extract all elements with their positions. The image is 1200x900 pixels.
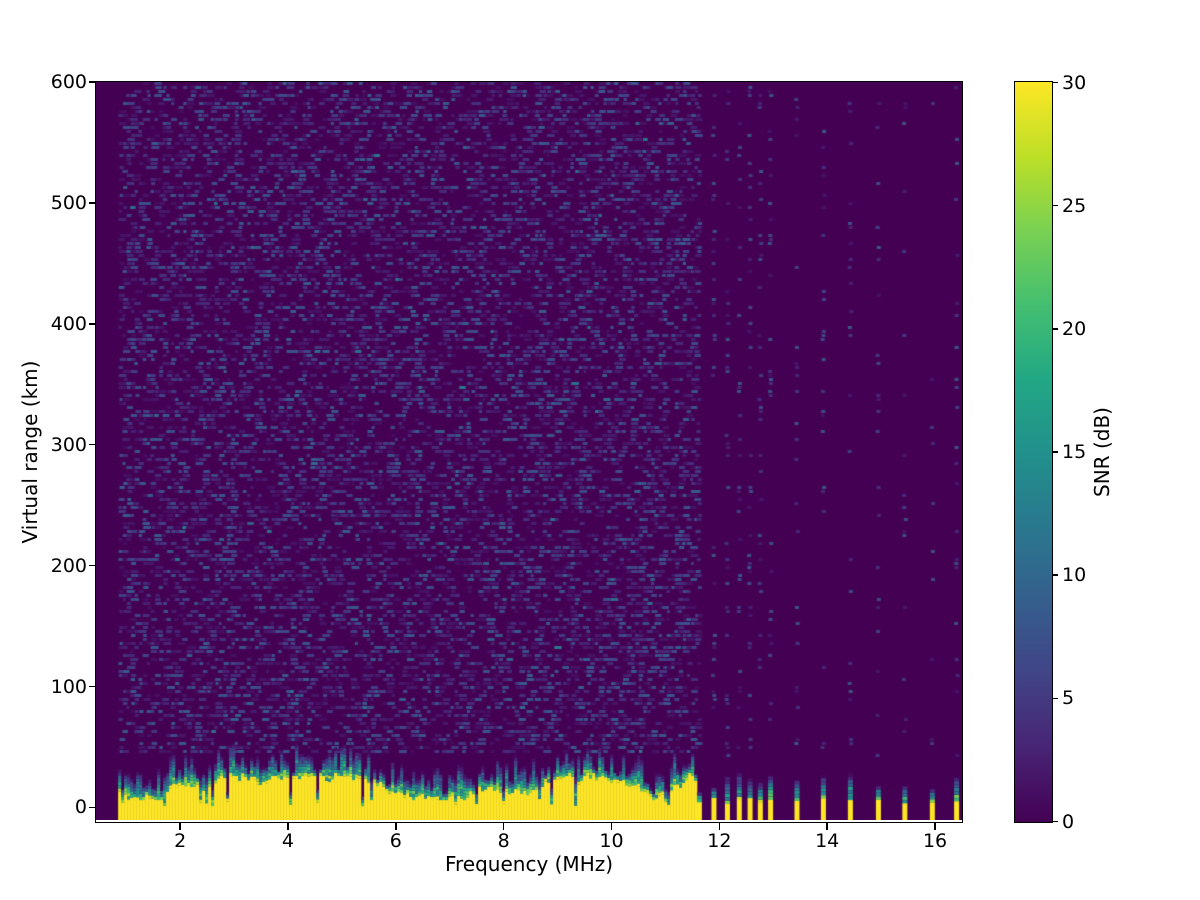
y-tick-mark [88, 202, 96, 204]
x-tick-label: 2 [174, 830, 187, 852]
x-tick-mark [610, 822, 613, 830]
colorbar-tick-label: 30 [1062, 71, 1087, 94]
x-tick-mark [718, 822, 721, 830]
x-tick-label: 14 [815, 830, 840, 852]
x-tick-label: 16 [922, 830, 948, 852]
x-tick-mark [934, 822, 936, 830]
ionogram-heatmap-canvas [96, 82, 962, 820]
y-tick-label: 600 [50, 71, 87, 93]
x-tick-label: 4 [281, 830, 294, 852]
colorbar-label: SNR (dB) [1090, 407, 1114, 497]
colorbar-gradient [1015, 82, 1052, 822]
x-tick-mark [287, 822, 289, 830]
x-tick-label: 12 [707, 830, 732, 852]
colorbar-tick-label: 20 [1062, 317, 1087, 340]
y-tick-mark [88, 685, 96, 688]
y-tick-label: 500 [50, 191, 87, 214]
y-tick-label: 200 [50, 554, 87, 577]
x-axis-label: Frequency (MHz) [444, 852, 614, 876]
colorbar-tick-label: 0 [1062, 810, 1075, 833]
x-tick-mark [502, 822, 505, 830]
y-tick-mark [88, 564, 96, 567]
x-tick-mark [179, 822, 181, 830]
colorbar-tick-label: 25 [1062, 194, 1087, 217]
y-tick-label: 400 [50, 312, 87, 335]
x-tick-label: 6 [389, 830, 402, 852]
y-tick-mark [88, 81, 96, 83]
colorbar-tick-mark [1052, 204, 1058, 207]
y-tick-mark [88, 443, 96, 446]
y-tick-label: 100 [50, 675, 87, 698]
x-tick-mark [395, 822, 397, 830]
y-tick-mark [88, 323, 96, 325]
plot-area [95, 81, 963, 823]
x-tick-label: 10 [599, 830, 624, 852]
y-tick-label: 300 [50, 433, 87, 456]
x-tick-mark [826, 822, 828, 830]
colorbar-tick-label: 15 [1062, 441, 1087, 463]
colorbar-tick-mark [1052, 451, 1058, 453]
colorbar-tick-mark [1052, 820, 1058, 823]
colorbar-tick-mark [1052, 574, 1058, 576]
y-tick-label: 0 [74, 796, 87, 819]
colorbar [1014, 81, 1053, 823]
colorbar-tick-mark [1052, 81, 1058, 84]
colorbar-tick-mark [1052, 697, 1058, 700]
y-tick-mark [88, 806, 96, 809]
colorbar-tick-label: 10 [1062, 564, 1087, 587]
colorbar-tick-label: 5 [1062, 687, 1075, 710]
colorbar-tick-mark [1052, 328, 1058, 330]
x-tick-label: 8 [497, 830, 510, 852]
